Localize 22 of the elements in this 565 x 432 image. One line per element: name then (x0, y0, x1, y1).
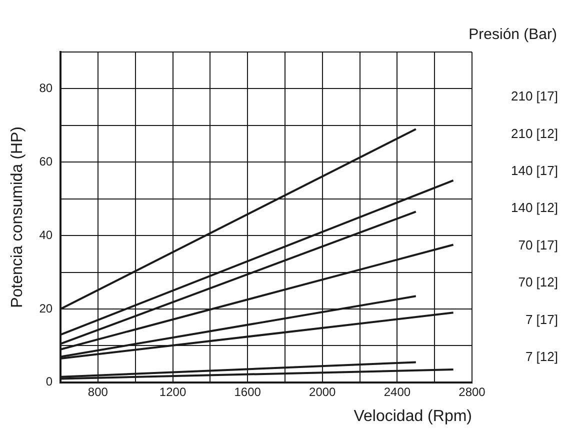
text: 70 [12] (518, 274, 558, 290)
y-tick-label: 60 (39, 154, 53, 168)
x-tick-label: 2800 (458, 384, 486, 399)
x-tick-label: 1600 (234, 384, 262, 399)
text: Presión (Bar) (468, 26, 558, 44)
y-tick-label: 40 (39, 228, 53, 242)
x-tick-label: 1200 (159, 384, 186, 399)
y-axis-title: Potencia consumida (HP) (9, 126, 26, 308)
x-tick-label: 2400 (384, 384, 411, 399)
text: 210 [12] (511, 126, 558, 141)
text: 210 [17] (511, 88, 558, 104)
y-tick-label: 80 (39, 81, 53, 96)
text: 140 [12] (511, 200, 558, 216)
x-tick-label: 800 (88, 384, 108, 399)
y-tick-label: 0 (46, 374, 53, 389)
y-tick-label: 20 (39, 301, 53, 316)
x-tick-label: 2000 (309, 384, 336, 399)
x-axis-title: Velocidad (Rpm) (354, 408, 472, 425)
text: 140 [17] (511, 162, 558, 178)
text: 70 [17] (518, 237, 558, 252)
text: 7 [12] (525, 348, 558, 364)
text: 7 [17] (525, 312, 558, 327)
